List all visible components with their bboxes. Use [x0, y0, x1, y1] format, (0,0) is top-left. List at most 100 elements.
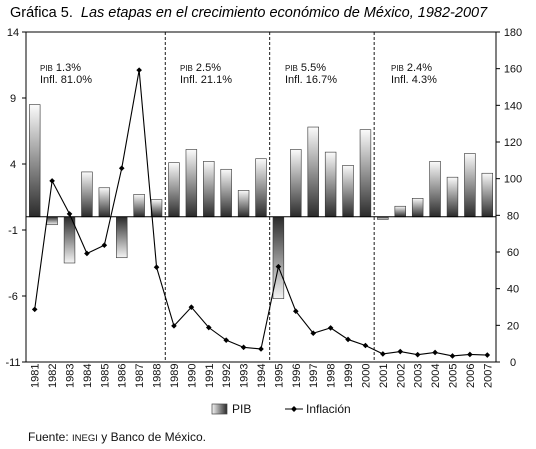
ytick-right-0: 0	[510, 357, 516, 369]
point-inflacion-1986	[118, 165, 125, 172]
xtick-1998: 1998	[326, 364, 338, 388]
point-inflacion-1999	[345, 336, 351, 343]
inflacion-series	[31, 67, 491, 359]
xtick-2004: 2004	[430, 364, 442, 388]
bar-pib-1987	[133, 194, 145, 218]
point-inflacion-1992	[223, 337, 229, 343]
ytick-left-4: 4	[10, 159, 16, 171]
point-inflacion-2001	[380, 351, 386, 357]
annotation-infl-1: Infl. 81.0%	[40, 74, 92, 86]
bar-pib-1981	[29, 104, 41, 218]
ytick-left-9: 9	[10, 93, 16, 105]
xtick-2001: 2001	[378, 364, 390, 388]
xtick-1994: 1994	[256, 364, 268, 388]
source-inegi: INEGI	[72, 433, 98, 444]
xtick-2000: 2000	[360, 364, 372, 388]
annotation-infl-4: Infl. 4.3%	[391, 74, 437, 86]
bar-pib-1997	[307, 126, 319, 218]
bar-pib-1996	[290, 149, 302, 218]
point-inflacion-1984	[84, 250, 90, 257]
point-inflacion-1998	[327, 325, 334, 331]
point-inflacion-1981	[31, 306, 38, 313]
xtick-1986: 1986	[117, 364, 129, 388]
point-inflacion-2000	[362, 342, 369, 349]
source-prefix: Fuente:	[28, 430, 72, 444]
xtick-1991: 1991	[204, 364, 216, 388]
y-axis-right: 180 160 140 120 100 80 60 40 20 0	[496, 27, 522, 369]
point-inflacion-1994	[258, 346, 264, 352]
xtick-2007: 2007	[482, 364, 494, 388]
ytick-right-160: 160	[504, 64, 522, 76]
source-note: Fuente: INEGI y Banco de México.	[28, 430, 206, 444]
xtick-1990: 1990	[186, 364, 198, 388]
bar-pib-1999	[342, 165, 354, 218]
point-inflacion-1991	[205, 324, 212, 331]
annotation-pib-4: PIB 2.4%	[391, 62, 432, 74]
xtick-1981: 1981	[30, 364, 42, 388]
title-prefix: Gráfica 5.	[10, 5, 73, 21]
legend-bar-swatch	[211, 403, 228, 415]
xtick-2002: 2002	[395, 364, 407, 388]
bar-pib-1998	[324, 151, 337, 218]
point-inflacion-2006	[467, 351, 473, 358]
point-inflacion-1988	[153, 264, 160, 271]
xtick-1984: 1984	[82, 364, 94, 388]
source-rest: y Banco de México.	[98, 430, 206, 444]
bar-pib-1988	[150, 199, 163, 218]
ytick-left--11: -11	[5, 357, 20, 369]
bar-pib-2006	[464, 153, 476, 218]
bar-pib-1984	[81, 171, 93, 218]
ytick-right-60: 60	[507, 247, 519, 259]
point-inflacion-2007	[484, 352, 491, 358]
point-inflacion-1996	[293, 308, 299, 315]
ytick-right-140: 140	[504, 100, 522, 112]
legend-bar-label: PIB	[232, 402, 251, 416]
xtick-1982: 1982	[47, 364, 59, 388]
ytick-left--1: -1	[8, 225, 18, 237]
period-annotations: PIB 1.3%Infl. 81.0% PIB 2.5%Infl. 21.1% PIB 5…	[40, 62, 437, 86]
bar-pib-2002	[394, 205, 406, 218]
xtick-1989: 1989	[169, 364, 181, 388]
xtick-1992: 1992	[221, 364, 233, 388]
xtick-1988: 1988	[152, 364, 164, 388]
bar-pib-1993	[237, 190, 250, 218]
bar-pib-2005	[446, 176, 459, 218]
legend-line-marker	[291, 406, 297, 412]
plot-frame	[25, 31, 497, 363]
xtick-1996: 1996	[291, 364, 303, 388]
ytick-right-80: 80	[507, 210, 519, 222]
point-inflacion-1993	[240, 344, 247, 351]
title-main: Las etapas en el crecimiento económico d…	[81, 5, 488, 21]
point-inflacion-1990	[188, 304, 195, 310]
bar-pib-2003	[411, 198, 424, 218]
chart-title: Gráfica 5. Las etapas en el crecimiento …	[10, 5, 488, 21]
annotation-pib-1: PIB 1.3%	[40, 62, 81, 74]
point-inflacion-2004	[432, 349, 438, 356]
point-inflacion-1983	[66, 211, 73, 217]
bar-pib-1986	[116, 216, 128, 259]
bar-pib-1985	[98, 187, 111, 218]
ytick-right-40: 40	[507, 284, 519, 296]
bar-pib-1982	[46, 216, 58, 226]
point-inflacion-1987	[136, 67, 142, 73]
ytick-right-180: 180	[504, 27, 522, 39]
point-inflacion-1982	[49, 178, 55, 184]
point-inflacion-1989	[171, 323, 177, 329]
ytick-right-20: 20	[507, 320, 519, 332]
xtick-2006: 2006	[465, 364, 477, 388]
legend-line-label: Inflación	[306, 402, 351, 416]
ytick-left-14: 14	[7, 27, 19, 39]
ytick-left--6: -6	[8, 291, 18, 303]
xtick-1995: 1995	[273, 364, 285, 388]
bar-pib-1994	[255, 158, 267, 218]
annotation-infl-2: Infl. 21.1%	[180, 74, 232, 86]
xtick-2005: 2005	[447, 364, 459, 388]
x-axis: 1981 1982 1983 1984 1985 1986 1987 1988 1989 1990…	[30, 364, 495, 388]
annotation-infl-3: Infl. 16.7%	[285, 74, 337, 86]
annotation-pib-3: PIB 5.5%	[285, 62, 326, 74]
xtick-1983: 1983	[65, 364, 77, 388]
y-axis-left: 14 9 4 -1 -6 -11	[5, 27, 26, 369]
bar-pib-2004	[429, 161, 441, 218]
ytick-right-100: 100	[504, 174, 522, 186]
